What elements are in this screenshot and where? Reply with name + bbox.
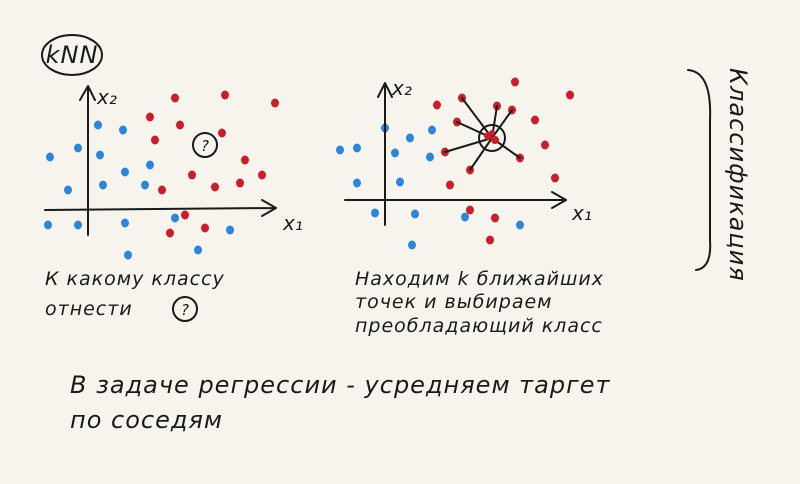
red-point [166,228,174,238]
blue-point [146,160,154,170]
blue-point [44,220,52,230]
side-label: Классификация [724,68,752,282]
blue-point [171,213,179,223]
blue-point [353,143,361,153]
red-point [201,223,209,233]
right-caption-line: преобладающий класс [355,315,603,337]
red-point [146,112,154,122]
red-point [221,90,229,100]
red-point [171,93,179,103]
red-point [158,185,166,195]
target-point [491,136,499,144]
blue-point [74,143,82,153]
left-caption-line: К какому классу [45,268,225,290]
red-point [258,170,266,180]
blue-point [96,150,104,160]
red-point [486,235,494,245]
left-y-label: x₂ [96,85,117,109]
left-caption-line: отнести [45,298,133,320]
left-x-axis [44,199,277,217]
blue-point [336,145,344,155]
red-point [211,182,219,192]
right-caption-line: точек и выбираем [355,291,553,313]
blue-point [408,240,416,250]
blue-point [391,148,399,158]
bottom-note-line: по соседям [70,406,223,434]
red-point [566,90,574,100]
left-x-label: x₁ [282,211,303,235]
red-point [271,98,279,108]
red-point [446,180,454,190]
right-x-axis [344,191,567,209]
red-point [176,120,184,130]
blue-point [411,209,419,219]
blue-point [406,133,414,143]
right-caption-line: Находим k ближайших [355,268,604,290]
query-circle [192,132,218,158]
blue-point [194,245,202,255]
title: kNN [46,41,99,69]
red-point [433,100,441,110]
right-y-axis [377,82,393,226]
red-point [551,173,559,183]
title-oval [41,34,103,76]
blue-point [119,125,127,135]
blue-point [426,152,434,162]
left-points [44,90,279,260]
red-point [466,205,474,215]
right-x-label: x₁ [571,201,592,225]
blue-point [141,180,149,190]
blue-point [461,212,469,222]
blue-point [64,185,72,195]
red-point [151,135,159,145]
bottom-note-line: В задаче регрессии - усредняем таргет [70,371,610,399]
blue-point [99,180,107,190]
blue-point [516,220,524,230]
caption-query-mark: ? [181,301,189,319]
red-point [181,210,189,220]
neighbor-spokes [444,97,521,171]
blue-point [353,178,361,188]
blue-point [124,250,132,260]
caption-query-circle [172,296,198,322]
blue-point [121,167,129,177]
red-point [188,170,196,180]
blue-point [428,125,436,135]
red-point [531,115,539,125]
red-point [541,140,549,150]
red-point [491,213,499,223]
blue-point [396,177,404,187]
target-point [489,130,495,136]
red-point [236,178,244,188]
blue-point [121,218,129,228]
blue-point [46,152,54,162]
blue-point [74,220,82,230]
red-point [241,155,249,165]
blue-point [226,225,234,235]
blue-point [371,208,379,218]
right-y-label: x₂ [391,76,412,100]
blue-point [94,120,102,130]
bracket [687,69,712,271]
query-mark: ? [201,137,209,155]
red-point [218,128,226,138]
red-point [511,77,519,87]
target-circle [478,124,506,152]
